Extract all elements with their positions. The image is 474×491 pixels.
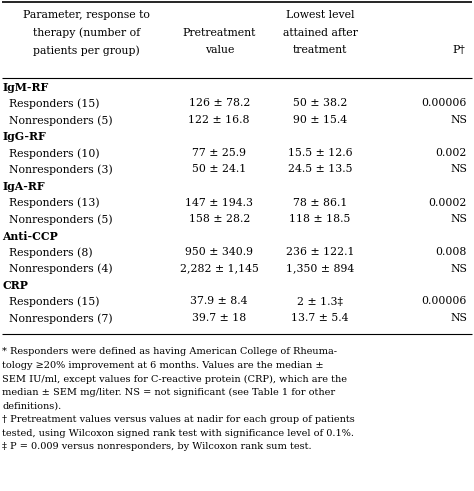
- Text: 950 ± 340.9: 950 ± 340.9: [185, 247, 253, 257]
- Text: 147 ± 194.3: 147 ± 194.3: [185, 197, 253, 208]
- Text: 0.00006: 0.00006: [421, 297, 467, 306]
- Text: 39.7 ± 18: 39.7 ± 18: [192, 313, 246, 323]
- Text: Lowest level: Lowest level: [286, 10, 354, 20]
- Text: Nonresponders (5): Nonresponders (5): [2, 214, 113, 224]
- Text: 2 ± 1.3‡: 2 ± 1.3‡: [297, 297, 343, 306]
- Text: Responders (8): Responders (8): [2, 247, 93, 258]
- Text: Parameter, response to: Parameter, response to: [23, 10, 150, 20]
- Text: IgA-RF: IgA-RF: [2, 181, 45, 192]
- Text: Nonresponders (5): Nonresponders (5): [2, 115, 113, 126]
- Text: 2,282 ± 1,145: 2,282 ± 1,145: [180, 264, 259, 273]
- Text: P†: P†: [453, 45, 465, 55]
- Text: NS: NS: [450, 164, 467, 174]
- Text: 158 ± 28.2: 158 ± 28.2: [189, 214, 250, 224]
- Text: * Responders were defined as having American College of Rheuma-: * Responders were defined as having Amer…: [2, 348, 337, 356]
- Text: 15.5 ± 12.6: 15.5 ± 12.6: [288, 148, 352, 158]
- Text: Pretreatment: Pretreatment: [182, 27, 256, 37]
- Text: NS: NS: [450, 115, 467, 125]
- Text: 0.0002: 0.0002: [428, 197, 467, 208]
- Text: 90 ± 15.4: 90 ± 15.4: [293, 115, 347, 125]
- Text: 0.00006: 0.00006: [421, 99, 467, 109]
- Text: IgM-RF: IgM-RF: [2, 82, 49, 93]
- Text: Anti-CCP: Anti-CCP: [2, 230, 58, 242]
- Text: Responders (15): Responders (15): [2, 297, 100, 307]
- Text: Responders (10): Responders (10): [2, 148, 100, 159]
- Text: 13.7 ± 5.4: 13.7 ± 5.4: [291, 313, 349, 323]
- Text: patients per group): patients per group): [33, 45, 140, 55]
- Text: median ± SEM mg/liter. NS = not significant (see Table 1 for other: median ± SEM mg/liter. NS = not signific…: [2, 388, 336, 397]
- Text: 126 ± 78.2: 126 ± 78.2: [189, 99, 250, 109]
- Text: tology ≥20% improvement at 6 months. Values are the median ±: tology ≥20% improvement at 6 months. Val…: [2, 361, 324, 370]
- Text: NS: NS: [450, 264, 467, 273]
- Text: attained after: attained after: [283, 27, 357, 37]
- Text: tested, using Wilcoxon signed rank test with significance level of 0.1%.: tested, using Wilcoxon signed rank test …: [2, 429, 355, 437]
- Text: IgG-RF: IgG-RF: [2, 132, 46, 142]
- Text: 50 ± 24.1: 50 ± 24.1: [192, 164, 246, 174]
- Text: Nonresponders (4): Nonresponders (4): [2, 264, 113, 274]
- Text: 236 ± 122.1: 236 ± 122.1: [286, 247, 354, 257]
- Text: 1,350 ± 894: 1,350 ± 894: [286, 264, 354, 273]
- Text: treatment: treatment: [293, 45, 347, 55]
- Text: definitions).: definitions).: [2, 402, 62, 410]
- Text: NS: NS: [450, 313, 467, 323]
- Text: 0.008: 0.008: [436, 247, 467, 257]
- Text: 118 ± 18.5: 118 ± 18.5: [289, 214, 351, 224]
- Text: ‡ P = 0.009 versus nonresponders, by Wilcoxon rank sum test.: ‡ P = 0.009 versus nonresponders, by Wil…: [2, 442, 312, 451]
- Text: 77 ± 25.9: 77 ± 25.9: [192, 148, 246, 158]
- Text: therapy (number of: therapy (number of: [33, 27, 140, 38]
- Text: † Pretreatment values versus values at nadir for each group of patients: † Pretreatment values versus values at n…: [2, 415, 355, 424]
- Text: Nonresponders (3): Nonresponders (3): [2, 164, 113, 175]
- Text: value: value: [205, 45, 234, 55]
- Text: 50 ± 38.2: 50 ± 38.2: [293, 99, 347, 109]
- Text: 122 ± 16.8: 122 ± 16.8: [189, 115, 250, 125]
- Text: 37.9 ± 8.4: 37.9 ± 8.4: [191, 297, 248, 306]
- Text: Responders (15): Responders (15): [2, 99, 100, 109]
- Text: NS: NS: [450, 214, 467, 224]
- Text: 0.002: 0.002: [436, 148, 467, 158]
- Text: SEM IU/ml, except values for C-reactive protein (CRP), which are the: SEM IU/ml, except values for C-reactive …: [2, 375, 347, 383]
- Text: 24.5 ± 13.5: 24.5 ± 13.5: [288, 164, 352, 174]
- Text: CRP: CRP: [2, 280, 28, 291]
- Text: Nonresponders (7): Nonresponders (7): [2, 313, 113, 324]
- Text: 78 ± 86.1: 78 ± 86.1: [293, 197, 347, 208]
- Text: Responders (13): Responders (13): [2, 197, 100, 208]
